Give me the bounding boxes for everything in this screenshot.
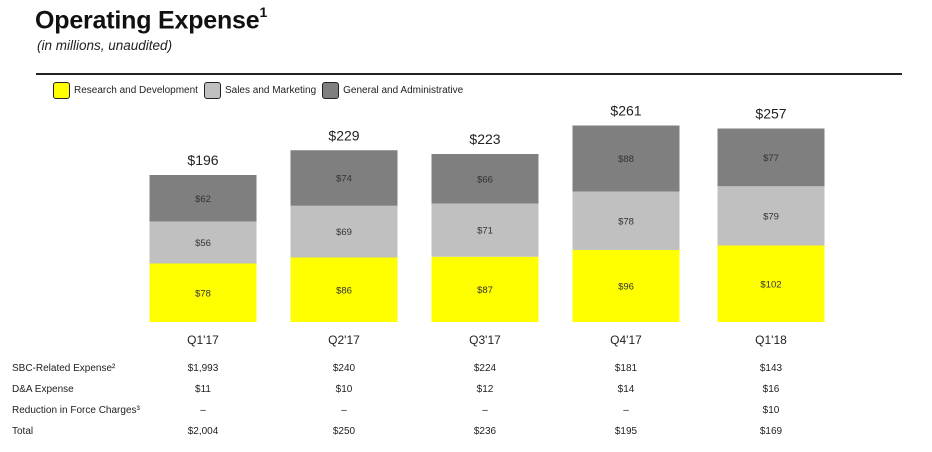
total-label-q3-17: $223 [469, 131, 500, 147]
bar-sales-q2-17 [290, 205, 398, 258]
page-subtitle: (in millions, unaudited) [37, 38, 173, 53]
bar-label-research-q2-17: $86 [336, 285, 352, 296]
legend-label-general: General and Administrative [343, 85, 464, 96]
legend-item-research: Research and Development [53, 82, 198, 99]
legend-label-research: Research and Development [74, 85, 198, 96]
legend-swatch-general [322, 82, 340, 99]
bar-label-research-q1-17: $78 [195, 288, 211, 299]
bar-general-q1-17 [149, 175, 257, 222]
bar-research-q2-17 [290, 257, 398, 322]
bar-label-sales-q1-18: $79 [763, 211, 779, 222]
total-label-q1-17: $196 [187, 152, 218, 168]
bar-sales-q1-17 [149, 221, 257, 264]
page-title: Operating Expense1 [35, 4, 268, 35]
bar-sales-q1-18 [717, 186, 825, 246]
total-label-q4-17: $261 [610, 103, 641, 119]
legend-item-sales: Sales and Marketing [203, 82, 317, 99]
bar-sales-q4-17 [572, 191, 680, 250]
bar-label-sales-q2-17: $69 [336, 227, 352, 238]
bar-label-research-q4-17: $96 [618, 282, 634, 293]
category-label-q3-17: Q3'17 [469, 333, 501, 347]
header-divider [36, 73, 902, 75]
bar-research-q4-17 [572, 250, 680, 322]
bar-general-q3-17 [431, 154, 539, 204]
bar-label-general-q1-17: $62 [195, 194, 211, 205]
bar-research-q3-17 [431, 256, 539, 322]
bar-label-sales-q4-17: $78 [618, 216, 634, 227]
bar-label-sales-q3-17: $71 [477, 226, 493, 237]
bar-label-sales-q1-17: $56 [195, 238, 211, 249]
bar-general-q2-17 [290, 150, 398, 206]
bar-research-q1-18 [717, 245, 825, 322]
bar-label-general-q1-18: $77 [763, 153, 779, 164]
legend-swatch-sales [203, 82, 221, 99]
category-label-q4-17: Q4'17 [610, 333, 642, 347]
bar-label-general-q3-17: $66 [477, 174, 493, 185]
bar-general-q1-18 [717, 128, 825, 187]
total-label-q1-18: $257 [755, 106, 786, 122]
legend-label-sales: Sales and Marketing [224, 85, 317, 96]
bar-label-general-q2-17: $74 [336, 174, 352, 185]
total-label-q2-17: $229 [328, 127, 359, 143]
category-label-q1-18: Q1'18 [755, 333, 787, 347]
bar-label-research-q1-18: $102 [760, 279, 781, 290]
bar-label-research-q3-17: $87 [477, 285, 493, 296]
legend-swatch-research [53, 82, 70, 99]
category-label-q2-17: Q2'17 [328, 333, 360, 347]
category-label-q1-17: Q1'17 [187, 333, 219, 347]
bar-research-q1-17 [149, 263, 257, 322]
bar-sales-q3-17 [431, 203, 539, 257]
chart-legend: Research and Development Sales and Marke… [53, 82, 469, 99]
title-footnote: 1 [259, 4, 268, 20]
legend-item-general: General and Administrative [322, 82, 463, 99]
bar-label-general-q4-17: $88 [618, 154, 634, 165]
bar-general-q4-17 [572, 125, 680, 192]
